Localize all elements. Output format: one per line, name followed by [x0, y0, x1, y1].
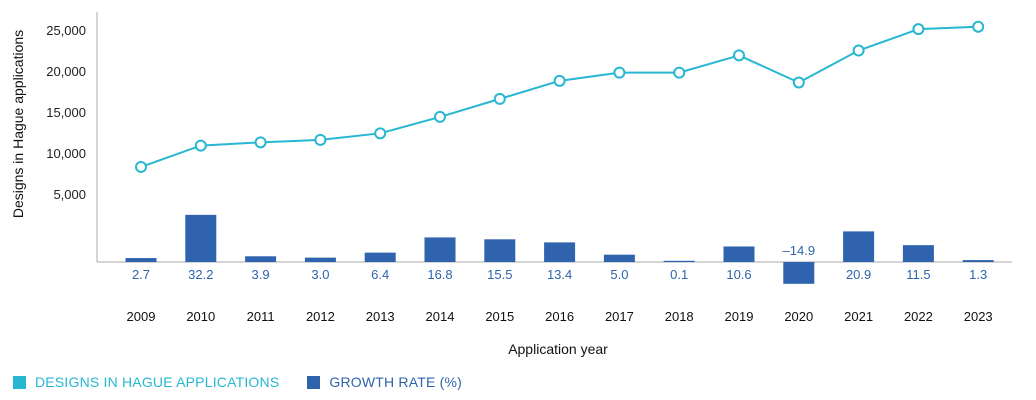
legend-swatch-growth — [307, 376, 320, 389]
x-tick-label: 2011 — [247, 309, 275, 324]
designs-point — [136, 162, 146, 172]
growth-data-label: 2.7 — [132, 267, 150, 282]
x-tick-label: 2012 — [306, 309, 335, 324]
growth-data-label: 32.2 — [188, 267, 213, 282]
growth-bar — [484, 239, 515, 262]
y-tick-label: 5,000 — [53, 187, 86, 202]
growth-bar — [903, 245, 934, 262]
growth-bar — [664, 261, 695, 262]
designs-point — [495, 94, 505, 104]
growth-bar — [245, 256, 276, 262]
x-tick-label: 2021 — [844, 309, 873, 324]
growth-data-label: 3.9 — [252, 267, 270, 282]
y-tick-label: 25,000 — [46, 23, 86, 38]
growth-bar — [126, 258, 157, 262]
growth-bar — [963, 260, 994, 262]
legend-item-designs: DESIGNS IN HAGUE APPLICATIONS — [13, 374, 279, 390]
legend-label-growth: GROWTH RATE (%) — [329, 374, 462, 390]
growth-bar — [305, 258, 336, 262]
growth-data-label: 5.0 — [610, 267, 628, 282]
x-tick-label: 2014 — [426, 309, 455, 324]
legend: DESIGNS IN HAGUE APPLICATIONS GROWTH RAT… — [13, 374, 490, 390]
growth-data-label: 16.8 — [427, 267, 452, 282]
growth-bar — [425, 237, 456, 262]
y-tick-label: 15,000 — [46, 105, 86, 120]
designs-point — [734, 50, 744, 60]
x-tick-label: 2013 — [366, 309, 395, 324]
designs-point — [555, 76, 565, 86]
y-axis-title: Designs in Hague applications — [10, 30, 26, 218]
y-tick-label: 10,000 — [46, 146, 86, 161]
designs-line — [136, 22, 983, 172]
growth-data-label: 10.6 — [726, 267, 751, 282]
growth-bar — [185, 215, 216, 262]
x-tick-label: 2020 — [784, 309, 813, 324]
growth-data-label: 3.0 — [311, 267, 329, 282]
growth-data-label: 20.9 — [846, 267, 871, 282]
growth-bar — [843, 231, 874, 262]
legend-label-designs: DESIGNS IN HAGUE APPLICATIONS — [35, 374, 279, 390]
designs-point — [256, 137, 266, 147]
x-tick-label: 2010 — [186, 309, 215, 324]
x-tick-label: 2018 — [665, 309, 694, 324]
x-axis-title: Application year — [508, 341, 608, 357]
designs-point — [614, 68, 624, 78]
growth-data-label: 13.4 — [547, 267, 572, 282]
growth-data-label: 11.5 — [906, 267, 930, 282]
growth-data-label: 15.5 — [487, 267, 512, 282]
x-tick-label: 2009 — [127, 309, 156, 324]
y-tick-label: 20,000 — [46, 64, 86, 79]
growth-bar — [783, 262, 814, 284]
x-tick-label: 2019 — [725, 309, 754, 324]
designs-point — [794, 77, 804, 87]
growth-data-label: 6.4 — [371, 267, 389, 282]
designs-point — [854, 46, 864, 56]
growth-bar — [544, 242, 575, 262]
legend-item-growth: GROWTH RATE (%) — [307, 374, 462, 390]
designs-point — [375, 128, 385, 138]
designs-point — [674, 68, 684, 78]
growth-data-label: 0.1 — [670, 267, 688, 282]
growth-data-label: –14.9 — [783, 243, 816, 258]
designs-series-line — [141, 27, 978, 167]
designs-point — [315, 135, 325, 145]
x-tick-label: 2017 — [605, 309, 634, 324]
designs-point — [913, 24, 923, 34]
designs-point — [435, 112, 445, 122]
legend-swatch-designs — [13, 376, 26, 389]
x-tick-label: 2023 — [964, 309, 993, 324]
growth-data-label: 1.3 — [969, 267, 987, 282]
combo-chart: Designs in Hague applications Applicatio… — [0, 0, 1036, 370]
growth-bar — [724, 246, 755, 262]
x-tick-label: 2016 — [545, 309, 574, 324]
x-tick-label: 2022 — [904, 309, 933, 324]
designs-point — [196, 141, 206, 151]
growth-bar — [365, 253, 396, 262]
designs-point — [973, 22, 983, 32]
x-tick-label: 2015 — [485, 309, 514, 324]
growth-bar — [604, 255, 635, 262]
